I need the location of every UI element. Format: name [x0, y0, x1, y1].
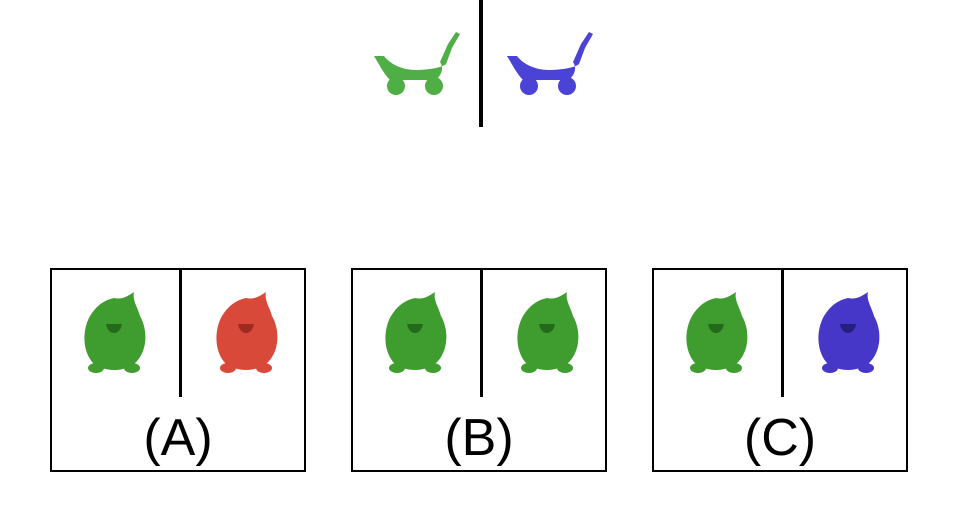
blue-cart-icon: [507, 32, 593, 95]
green-creature-icon: [686, 292, 748, 373]
top-divider: [479, 0, 483, 127]
option-b[interactable]: (B): [351, 268, 607, 472]
green-cart-icon: [374, 32, 460, 95]
cart-wheel-right: [425, 77, 443, 95]
option-label-b: (B): [444, 409, 514, 467]
cart-body: [507, 32, 593, 80]
green-creature-icon: [385, 292, 447, 373]
cart-wheel-right: [558, 77, 576, 95]
option-c[interactable]: (C): [652, 268, 908, 472]
green-creature-icon: [517, 292, 579, 373]
red-creature-icon: [216, 292, 278, 373]
top-right-item: [499, 28, 595, 100]
option-divider: [480, 270, 483, 397]
cart-body: [374, 32, 460, 80]
cart-wheel-left: [387, 77, 405, 95]
option-divider: [179, 270, 182, 397]
blue-creature-icon: [818, 292, 880, 373]
option-divider: [781, 270, 784, 397]
green-creature-icon: [84, 292, 146, 373]
option-label-c: (C): [743, 409, 817, 467]
option-a[interactable]: (A): [50, 268, 306, 472]
cart-wheel-left: [520, 77, 538, 95]
option-label-a: (A): [143, 409, 213, 467]
